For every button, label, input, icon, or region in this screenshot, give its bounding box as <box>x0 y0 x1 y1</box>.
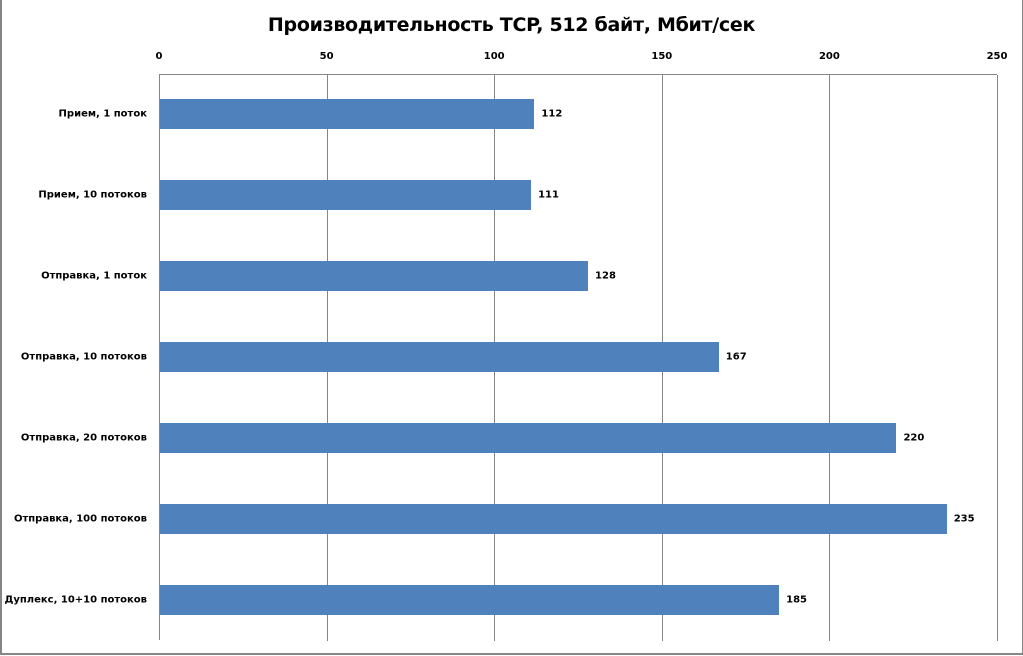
gridline <box>997 75 998 641</box>
category-label: Прием, 10 потоков <box>38 189 147 201</box>
bar <box>160 422 897 453</box>
category-label: Отправка, 20 потоков <box>20 432 147 444</box>
chart-title: Производительность TCP, 512 байт, Мбит/с… <box>267 14 756 36</box>
bar <box>160 342 719 372</box>
category-label: Отправка, 10 потоков <box>20 351 147 363</box>
data-label: 167 <box>725 351 747 363</box>
x-tick-label: 250 <box>986 51 1008 62</box>
x-tick-label: 50 <box>319 51 334 62</box>
data-label: 185 <box>786 594 807 606</box>
bar <box>160 99 535 130</box>
x-tick-label: 0 <box>155 51 163 62</box>
x-tick-label: 150 <box>651 51 673 62</box>
data-label: 128 <box>595 270 616 282</box>
bar <box>160 261 589 292</box>
category-label: Прием, 1 поток <box>58 108 147 120</box>
data-label: 112 <box>541 108 563 120</box>
category-label: Отправка, 100 потоков <box>13 513 147 525</box>
data-label: 220 <box>903 432 925 444</box>
x-tick-label: 200 <box>818 51 840 62</box>
data-label: 111 <box>538 189 559 201</box>
x-tick-label: 100 <box>483 51 505 62</box>
category-label: Отправка, 1 поток <box>41 270 147 282</box>
gridline <box>829 75 831 641</box>
data-label: 235 <box>953 513 975 525</box>
bar <box>160 503 947 534</box>
category-label: Дуплекс, 10+10 потоков <box>4 594 147 606</box>
bar <box>160 584 780 615</box>
bar <box>160 180 532 211</box>
